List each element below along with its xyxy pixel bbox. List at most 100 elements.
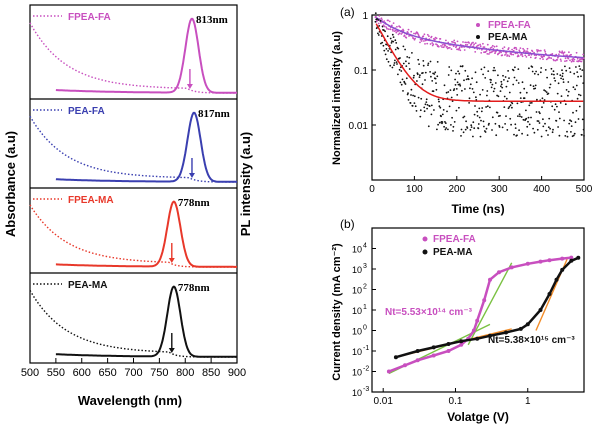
panel-a-frame	[371, 14, 585, 181]
absorbance-curve	[29, 290, 237, 358]
a-data-point	[547, 126, 550, 129]
a-data-point	[572, 86, 575, 89]
a-data-point	[486, 43, 489, 46]
a-data-point	[554, 79, 557, 82]
a-data-point	[561, 72, 564, 75]
a-data-point	[438, 100, 440, 103]
b-data-point	[569, 255, 574, 260]
a-data-point	[531, 50, 534, 53]
a-data-point	[416, 73, 419, 76]
a-data-point	[558, 117, 561, 120]
a-data-point	[374, 20, 377, 23]
a-data-point	[463, 79, 465, 82]
a-data-point	[518, 113, 521, 116]
a-data-point	[450, 48, 453, 50]
a-data-point	[446, 110, 448, 113]
a-data-point	[559, 102, 562, 104]
b-y-tick-label: 10	[352, 347, 362, 357]
a-data-point	[432, 43, 435, 46]
a-data-point	[494, 122, 497, 125]
a-data-point	[566, 135, 569, 138]
a-data-point	[383, 29, 385, 32]
a-data-point	[543, 89, 545, 91]
a-data-point	[470, 124, 473, 127]
a-data-point	[528, 104, 531, 107]
a-data-point	[476, 115, 479, 117]
a-data-point	[575, 66, 577, 68]
a-data-point	[528, 54, 531, 56]
a-data-point	[466, 127, 469, 129]
a-data-point	[491, 50, 494, 53]
a-data-point	[583, 135, 585, 137]
a-data-point	[525, 91, 528, 94]
a-data-point	[452, 130, 454, 132]
a-data-point	[408, 62, 410, 65]
a-data-point	[483, 66, 486, 69]
a-data-point	[441, 113, 444, 116]
a-data-point	[474, 42, 477, 44]
a-data-point	[445, 127, 448, 129]
b-data-point	[431, 353, 436, 358]
a-data-point	[512, 69, 515, 72]
a-data-point	[514, 127, 517, 129]
a-data-point	[501, 47, 504, 50]
a-data-point	[415, 110, 418, 112]
a-data-point	[461, 65, 464, 67]
a-data-point	[578, 65, 581, 67]
a-data-point	[564, 60, 566, 63]
a-data-point	[582, 53, 585, 56]
a-data-point	[472, 121, 475, 124]
a-data-point	[377, 32, 379, 35]
a-data-point	[427, 64, 429, 66]
a-data-point	[474, 51, 477, 53]
a-data-point	[567, 90, 570, 93]
a-data-point	[396, 63, 398, 65]
edge-arrow-head	[186, 84, 193, 89]
a-data-point	[426, 33, 429, 36]
a-data-point	[542, 125, 545, 128]
a-data-point	[482, 42, 484, 45]
a-data-point	[471, 77, 473, 80]
a-data-point	[564, 65, 566, 68]
a-data-point	[435, 82, 437, 84]
a-data-point	[511, 102, 514, 105]
panel-a: (a) 0 100 200 300 400 500 1 0.1 0.01 FPEA-FAPEA-…	[331, 5, 593, 216]
a-data-point	[467, 78, 470, 81]
legend-sample-name: PEA-MA	[68, 280, 107, 291]
a-data-point	[522, 118, 525, 121]
a-x-tick-label: 300	[491, 184, 508, 195]
a-data-point	[560, 77, 562, 80]
a-data-point	[413, 74, 415, 77]
a-data-point	[535, 111, 538, 113]
a-data-point	[433, 109, 435, 111]
a-data-point	[431, 80, 434, 82]
b-y-tick-exponent: 0	[363, 325, 367, 332]
a-data-point	[518, 49, 521, 52]
pl-curve	[55, 17, 237, 94]
b-data-point	[497, 270, 501, 275]
a-data-point	[499, 114, 501, 117]
a-data-point	[376, 19, 378, 22]
a-data-point	[412, 94, 414, 97]
b-data-point	[415, 349, 420, 353]
a-data-point	[376, 18, 378, 20]
a-data-point	[565, 59, 568, 62]
a-data-point	[479, 45, 482, 48]
a-data-point	[539, 49, 542, 52]
a-data-point	[395, 31, 398, 34]
a-data-point	[385, 48, 388, 50]
a-data-point	[479, 43, 481, 46]
a-data-point	[374, 12, 377, 15]
a-data-point	[512, 53, 515, 56]
b-data-point	[459, 342, 464, 347]
a-data-point	[436, 75, 439, 78]
a-data-point	[530, 116, 532, 119]
left-x-tick-label: 600	[73, 367, 91, 379]
a-data-point	[491, 83, 494, 86]
a-data-point	[510, 53, 513, 56]
a-data-point	[544, 50, 547, 53]
a-data-point	[532, 85, 535, 88]
a-data-point	[533, 72, 536, 75]
a-data-point	[394, 29, 397, 32]
a-data-point	[402, 45, 405, 48]
